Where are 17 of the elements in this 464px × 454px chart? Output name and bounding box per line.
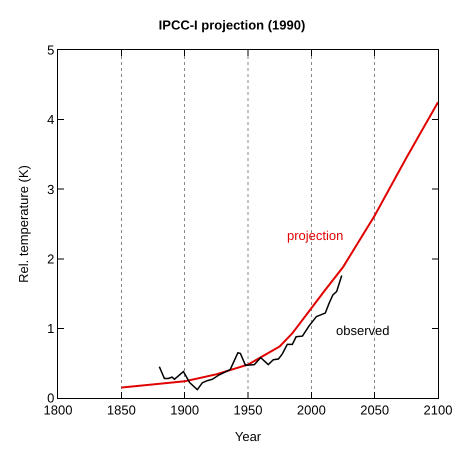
x-tick-label: 1900 xyxy=(170,402,200,418)
x-tick-label: 2100 xyxy=(424,402,452,418)
y-tick-label: 1 xyxy=(47,320,54,336)
chart-title: IPCC-I projection (1990) xyxy=(158,18,306,33)
series-label: observed xyxy=(336,323,390,338)
series-label: projection xyxy=(287,228,344,243)
y-tick-label: 3 xyxy=(47,182,54,197)
x-tick-label: 1850 xyxy=(106,402,136,418)
y-tick-label: 2 xyxy=(47,251,54,266)
x-tick-label: 2050 xyxy=(360,402,390,418)
x-axis-title: Year xyxy=(234,429,262,444)
y-axis-title: Rel. temperature (K) xyxy=(16,165,32,283)
y-tick-label: 5 xyxy=(47,42,54,58)
y-tick-label: 4 xyxy=(47,112,54,128)
line-series xyxy=(120,101,438,389)
x-tick-label: 1950 xyxy=(234,402,262,418)
x-tick-label: 2000 xyxy=(296,402,326,418)
